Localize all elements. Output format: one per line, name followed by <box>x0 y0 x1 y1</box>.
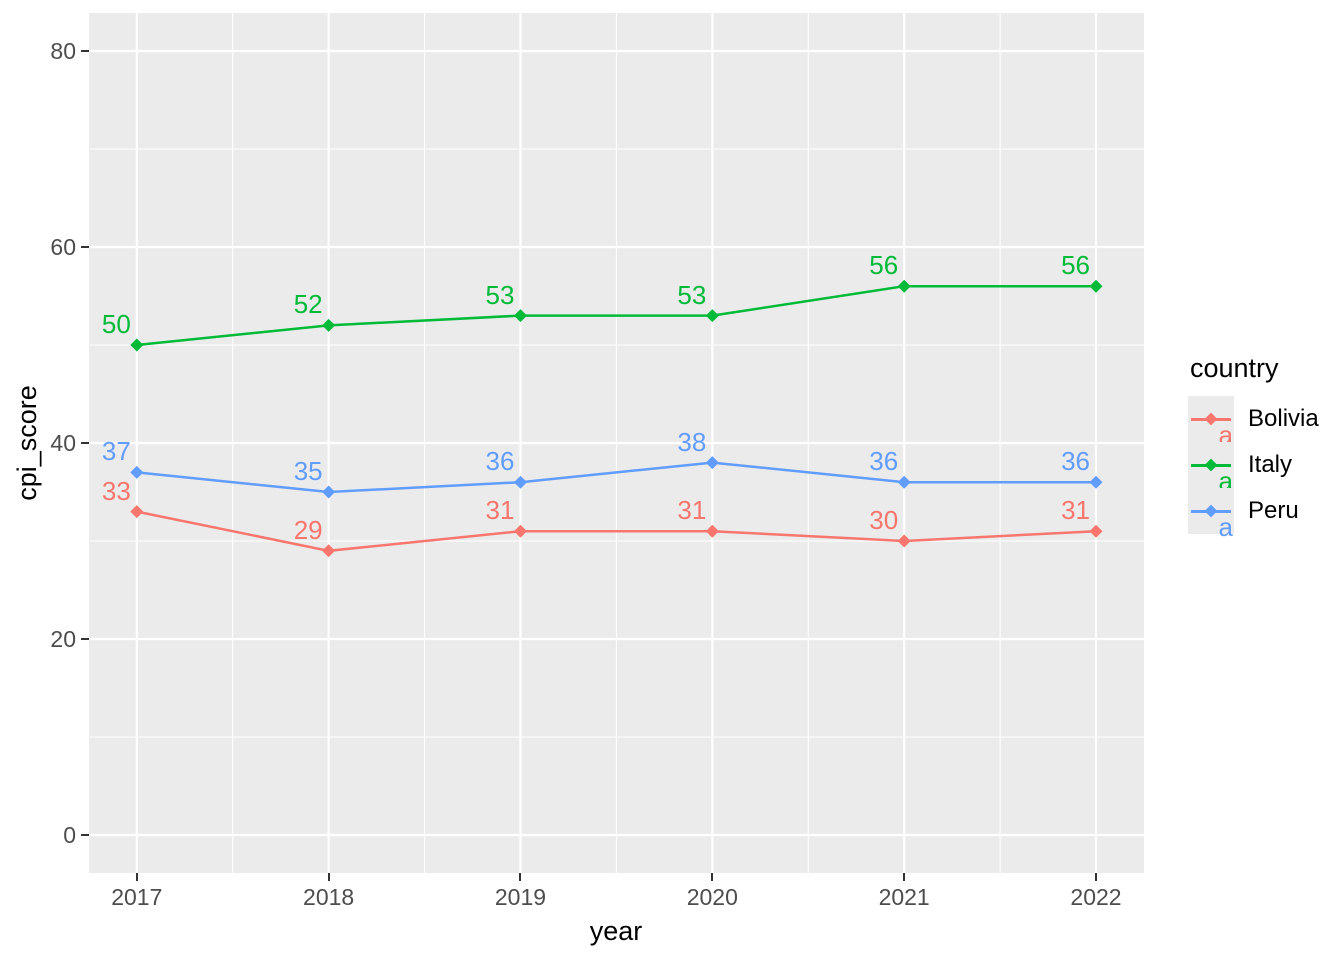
point-marker-bolivia <box>322 544 336 558</box>
legend: country a Bolivia a Italy a Peru <box>1188 353 1319 540</box>
plot-panel <box>89 13 1144 873</box>
legend-key-marker <box>1204 458 1218 472</box>
series-line-peru <box>136 461 1096 494</box>
point-marker-peru <box>705 456 719 470</box>
y-axis-tick-label: 60 <box>50 234 76 260</box>
x-axis-tick-label: 2017 <box>111 884 163 910</box>
y-axis-tick-label: 0 <box>63 822 76 848</box>
point-marker-bolivia <box>897 534 911 548</box>
point-marker-peru <box>1089 475 1103 489</box>
data-label-italy: 53 <box>677 279 707 310</box>
x-axis-tick-mark <box>711 873 714 881</box>
legend-key-marker <box>1204 412 1218 426</box>
point-marker-italy <box>1089 279 1103 293</box>
point-marker-italy <box>130 338 144 352</box>
series-line-bolivia <box>136 510 1097 553</box>
data-label-peru: 37 <box>101 436 131 467</box>
x-axis-title: year <box>589 916 643 946</box>
data-label-peru: 35 <box>293 456 323 486</box>
legend-key-text-glyph: a <box>1218 420 1233 450</box>
x-axis-tick-label: 2018 <box>303 884 355 910</box>
legend-key-text-glyph: a <box>1218 466 1233 496</box>
x-axis-tick-mark <box>135 873 138 881</box>
data-label-bolivia: 33 <box>101 475 131 506</box>
legend-key: a <box>1188 488 1234 540</box>
point-marker-italy <box>897 279 911 293</box>
legend-entry-bolivia: a Bolivia <box>1188 396 1319 448</box>
data-label-bolivia: 31 <box>485 495 515 526</box>
y-axis-tick-mark <box>81 246 89 248</box>
x-axis-tick-label: 2021 <box>878 884 930 910</box>
point-marker-peru <box>897 475 911 489</box>
legend-key-text-glyph: a <box>1218 512 1233 542</box>
point-marker-italy <box>513 309 527 323</box>
data-label-bolivia: 29 <box>293 514 323 545</box>
y-axis-tick-label: 40 <box>50 430 76 456</box>
point-marker-bolivia <box>705 524 719 538</box>
legend-entries: a Bolivia a Italy a Peru <box>1188 396 1319 540</box>
y-axis-tick-mark <box>81 834 89 836</box>
legend-key-marker <box>1204 504 1218 518</box>
data-label-bolivia: 31 <box>1061 495 1090 526</box>
y-axis-tick-mark <box>81 442 89 444</box>
data-label-bolivia: 30 <box>869 505 899 535</box>
point-marker-bolivia <box>130 505 144 519</box>
y-axis-tick-mark <box>81 638 89 640</box>
data-label-peru: 38 <box>677 426 707 457</box>
point-marker-italy <box>705 309 719 323</box>
data-label-italy: 53 <box>485 279 515 310</box>
data-label-italy: 50 <box>101 309 131 339</box>
data-label-peru: 36 <box>1061 446 1090 477</box>
legend-entry-label: Bolivia <box>1248 405 1319 432</box>
legend-key: a <box>1188 396 1234 448</box>
plot-area-svg <box>89 13 1144 873</box>
x-axis-tick-mark <box>903 873 906 881</box>
legend-key: a <box>1188 442 1234 494</box>
series-line-italy <box>136 284 1096 347</box>
legend-title: country <box>1190 353 1279 383</box>
point-marker-peru <box>513 475 527 489</box>
data-label-bolivia: 31 <box>677 495 707 526</box>
point-marker-peru <box>322 485 336 499</box>
x-axis-tick-label: 2019 <box>494 884 547 910</box>
data-label-peru: 36 <box>485 446 515 477</box>
x-axis-tick-mark <box>1095 873 1097 881</box>
point-marker-peru <box>130 465 144 479</box>
legend-entry-label: Peru <box>1248 497 1299 524</box>
y-axis-tick-mark <box>81 50 89 52</box>
x-axis-tick-mark <box>519 873 522 881</box>
data-label-italy: 56 <box>869 250 899 281</box>
data-label-italy: 56 <box>1061 250 1090 281</box>
y-axis-tick-label: 80 <box>50 38 76 64</box>
point-marker-bolivia <box>1089 524 1103 538</box>
x-axis-tick-mark <box>327 873 330 881</box>
point-marker-bolivia <box>513 524 527 538</box>
data-label-italy: 52 <box>293 289 323 320</box>
data-label-peru: 36 <box>869 446 899 477</box>
point-marker-italy <box>322 318 336 332</box>
x-axis-tick-label: 2022 <box>1070 884 1122 910</box>
x-axis-tick-label: 2020 <box>686 884 738 910</box>
legend-entry-italy: a Italy <box>1188 442 1319 494</box>
legend-entry-peru: a Peru <box>1188 488 1319 540</box>
legend-entry-label: Italy <box>1248 451 1293 478</box>
y-axis-tick-label: 20 <box>50 626 76 652</box>
